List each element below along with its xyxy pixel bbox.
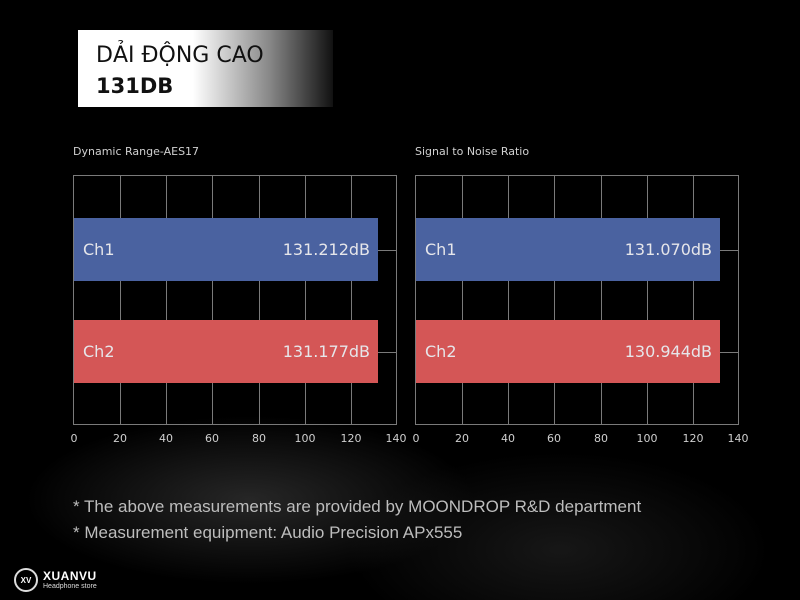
tick-label: 60 xyxy=(205,432,219,445)
y-tick xyxy=(716,352,738,353)
tick-label: 40 xyxy=(501,432,515,445)
tick-label: 0 xyxy=(70,432,78,445)
bar-ch2: Ch2 131.177dB xyxy=(74,320,378,383)
dynamic-range-chart: Dynamic Range-AES17 Ch1 131.212dB Ch2 13… xyxy=(70,140,413,460)
snr-chart: Signal to Noise Ratio Ch1 131.070dB Ch2 … xyxy=(412,140,755,460)
tick-label: 80 xyxy=(594,432,608,445)
gridline xyxy=(601,176,602,424)
y-tick xyxy=(716,250,738,251)
footnotes: * The above measurements are provided by… xyxy=(73,494,641,546)
chart-title: Signal to Noise Ratio xyxy=(415,145,530,158)
gridline xyxy=(305,176,306,424)
plot-area: Ch1 131.070dB Ch2 130.944dB xyxy=(415,175,739,425)
logo-tagline: Headphone store xyxy=(43,582,97,590)
bar-ch2: Ch2 130.944dB xyxy=(416,320,720,383)
gridline xyxy=(120,176,121,424)
tick-label: 100 xyxy=(636,432,658,445)
chart-title: Dynamic Range-AES17 xyxy=(73,145,200,158)
bar-value: 131.212dB xyxy=(282,240,370,259)
tick-label: 0 xyxy=(412,432,420,445)
x-axis-ticks: 0 20 40 60 80 100 120 140 xyxy=(70,432,407,448)
gridline xyxy=(351,176,352,424)
headphone-logo-icon: XV xyxy=(14,568,38,592)
logo-name: XUANVU xyxy=(43,568,97,583)
tick-label: 120 xyxy=(340,432,362,445)
tick-label: 120 xyxy=(682,432,704,445)
tick-label: 40 xyxy=(159,432,173,445)
bar-label: Ch1 xyxy=(83,240,115,259)
tick-label: 20 xyxy=(113,432,127,445)
background-glow xyxy=(0,380,800,600)
gridline xyxy=(212,176,213,424)
gridline xyxy=(166,176,167,424)
bar-value: 131.070dB xyxy=(624,240,712,259)
gridline xyxy=(508,176,509,424)
bar-label: Ch1 xyxy=(425,240,457,259)
tick-label: 60 xyxy=(547,432,561,445)
bar-ch1: Ch1 131.212dB xyxy=(74,218,378,281)
tick-label: 140 xyxy=(727,432,749,445)
bar-value: 131.177dB xyxy=(282,342,370,361)
gridline xyxy=(462,176,463,424)
store-logo: XV XUANVU Headphone store xyxy=(14,568,97,592)
y-tick xyxy=(374,250,396,251)
footnote: * The above measurements are provided by… xyxy=(73,497,642,516)
tick-label: 80 xyxy=(252,432,266,445)
tick-label: 140 xyxy=(385,432,407,445)
headline-text: DẢI ĐỘNG CAO xyxy=(96,43,264,68)
gridline xyxy=(554,176,555,424)
footnote: * Measurement equipment: Audio Precision… xyxy=(73,523,463,542)
gridline xyxy=(259,176,260,424)
x-axis-ticks: 0 20 40 60 80 100 120 140 xyxy=(412,432,749,448)
tick-label: 20 xyxy=(455,432,469,445)
bar-value: 130.944dB xyxy=(624,342,712,361)
gridline xyxy=(693,176,694,424)
bar-ch1: Ch1 131.070dB xyxy=(416,218,720,281)
tick-label: 100 xyxy=(294,432,316,445)
bar-label: Ch2 xyxy=(425,342,457,361)
y-tick xyxy=(374,352,396,353)
headline-value: 131DB xyxy=(96,74,174,98)
headline-banner: DẢI ĐỘNG CAO 131DB xyxy=(78,30,333,107)
bar-label: Ch2 xyxy=(83,342,115,361)
plot-area: Ch1 131.212dB Ch2 131.177dB xyxy=(73,175,397,425)
gridline xyxy=(647,176,648,424)
